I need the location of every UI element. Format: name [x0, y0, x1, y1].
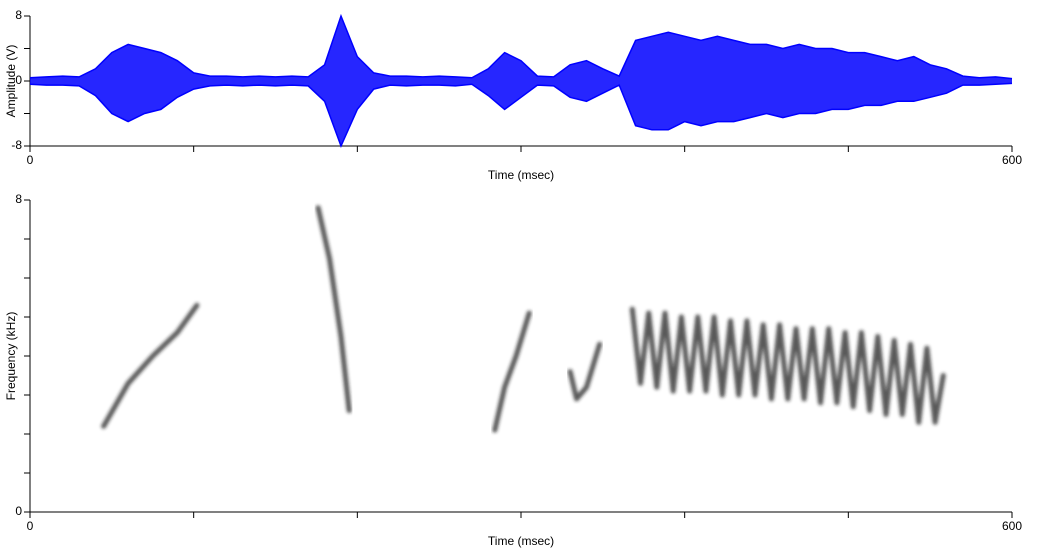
x-tick-label: 0: [27, 153, 34, 167]
y-axis-label: Amplitude (V): [4, 45, 18, 118]
y-tick-label: 0: [15, 73, 22, 87]
spectrogram-trace: [629, 306, 946, 425]
x-tick-label: 0: [27, 519, 34, 533]
y-tick-label: 8: [15, 8, 22, 22]
x-axis-label: Time (msec): [488, 168, 554, 182]
x-tick-label: 600: [1002, 153, 1022, 167]
spectrogram-trace: [567, 341, 603, 402]
spectrogram-trace: [315, 205, 352, 414]
y-tick-label: 8: [15, 192, 22, 206]
x-axis-label: Time (msec): [488, 534, 554, 548]
x-tick-label: 600: [1002, 519, 1022, 533]
spectrogram-trace: [101, 302, 200, 429]
y-tick-label: 0: [15, 504, 22, 518]
waveform-fill: [30, 16, 1012, 146]
y-tick-label: -8: [11, 138, 22, 152]
spectrogram-trace: [492, 310, 532, 433]
y-axis-label: Frequency (kHz): [4, 312, 18, 401]
